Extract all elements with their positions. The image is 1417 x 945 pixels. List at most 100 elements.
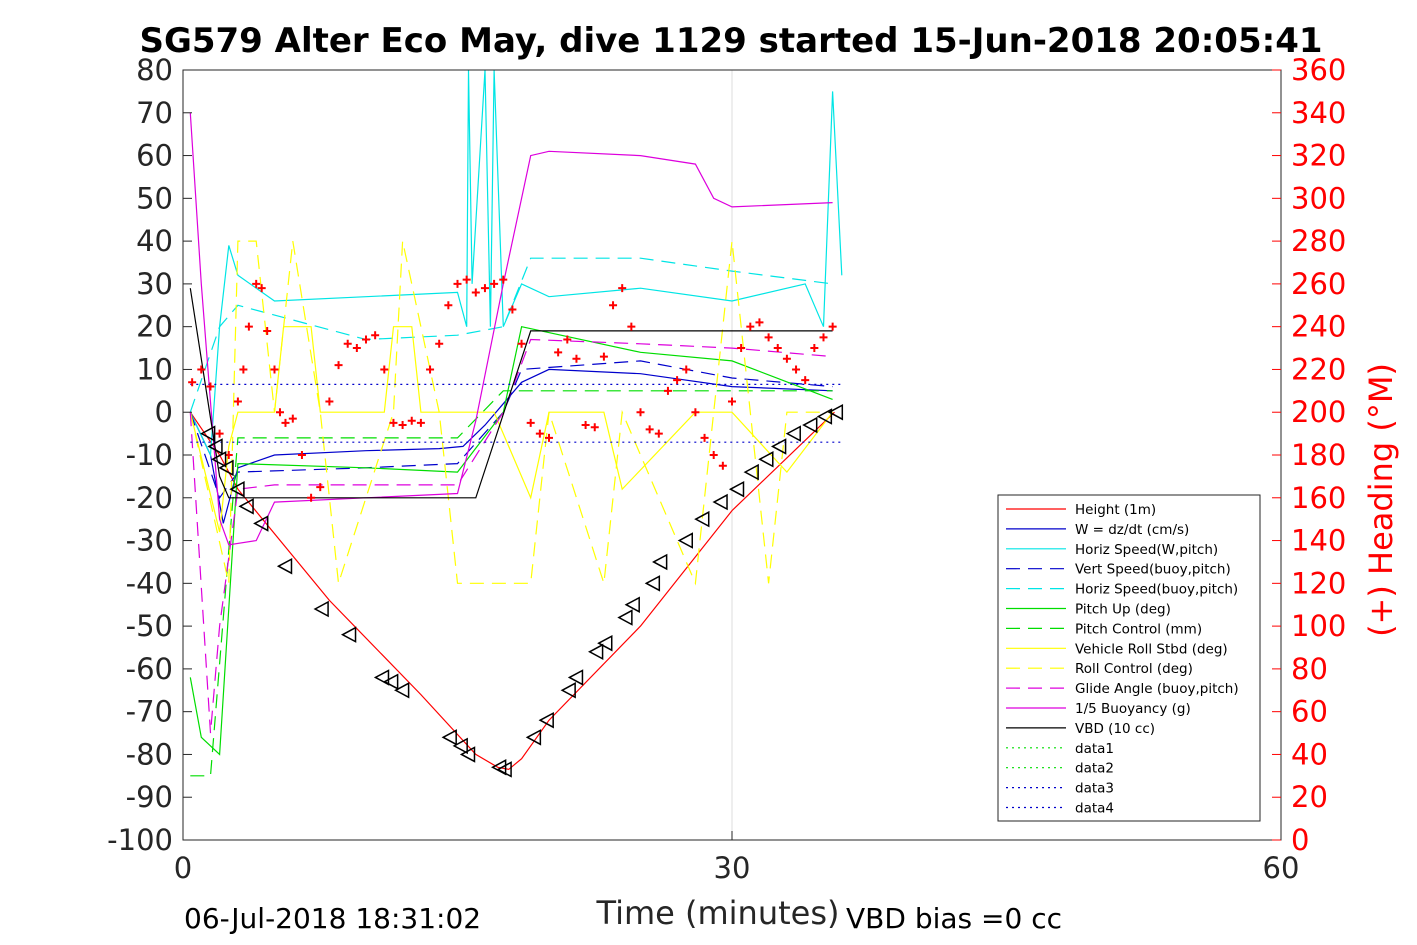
- heading-point: [499, 275, 508, 284]
- y-tick-label: -10: [126, 438, 173, 472]
- y-tick-label: 30: [136, 267, 173, 301]
- heading-point: [728, 397, 736, 406]
- sample-triangle: [816, 408, 833, 425]
- right-tick-label: 360: [1291, 53, 1346, 87]
- heading-point: [471, 288, 480, 297]
- series-line-11: [189, 288, 833, 499]
- heading-point: [590, 423, 599, 432]
- sample-triangle: [624, 596, 640, 613]
- right-tick-label: 40: [1291, 737, 1328, 771]
- sample-triangle: [276, 557, 293, 575]
- heading-point: [581, 421, 590, 430]
- heading-point: [654, 429, 663, 438]
- heading-point: [645, 425, 654, 434]
- legend-label: data4: [1075, 801, 1114, 817]
- sample-triangle: [560, 682, 576, 699]
- heading-point: [380, 365, 389, 374]
- heading-point: [810, 344, 819, 353]
- series-line-7: [189, 326, 834, 533]
- sample-triangle: [441, 729, 457, 746]
- legend-label: 1/5 Buoyancy (g): [1075, 701, 1191, 717]
- series-line-8: [189, 240, 833, 586]
- heading-point: [233, 397, 242, 406]
- heading-point: [244, 322, 253, 331]
- legend-label: Vert Speed(buoy,pitch): [1075, 562, 1231, 578]
- sample-triangle: [758, 451, 774, 468]
- heading-point: [828, 322, 837, 331]
- y-tick-label: 10: [136, 352, 173, 386]
- footer-vbd-bias: VBD bias =0 cc: [846, 902, 1062, 935]
- heading-point: [281, 418, 290, 427]
- heading-point: [517, 339, 526, 348]
- right-tick-label: 240: [1291, 310, 1346, 344]
- heading-point: [352, 344, 361, 353]
- series-line-5: [189, 325, 833, 756]
- series-line-10: [189, 112, 833, 546]
- heading-point: [508, 305, 517, 314]
- sample-triangle: [383, 673, 399, 690]
- right-tick-label: 300: [1291, 181, 1346, 215]
- series-line-4: [189, 257, 833, 413]
- right-tick-label: 80: [1291, 652, 1328, 686]
- heading-point: [618, 284, 627, 293]
- right-tick-label: 120: [1291, 566, 1346, 600]
- heading-point: [782, 354, 791, 363]
- sample-triangle: [743, 463, 759, 481]
- legend-label: Horiz Speed(W,pitch): [1075, 542, 1218, 558]
- y-tick-label: -50: [126, 609, 173, 643]
- sample-triangle: [538, 711, 554, 729]
- axis-ticks: 80706050403020100-10-20-30-40-50-60-70-8…: [107, 53, 1346, 885]
- heading-point: [682, 365, 691, 374]
- legend-label: VBD (10 cc): [1075, 721, 1155, 737]
- heading-point: [737, 344, 746, 353]
- sample-triangle: [587, 643, 604, 661]
- sample-triangle: [567, 669, 584, 686]
- legend-label: Horiz Speed(buoy,pitch): [1075, 582, 1238, 598]
- y-tick-label: 60: [136, 139, 173, 173]
- legend-label: Pitch Control (mm): [1075, 621, 1202, 637]
- legend-label: W = dz/dt (cm/s): [1075, 522, 1189, 538]
- heading-point: [362, 335, 370, 344]
- y-tick-label: -60: [126, 652, 173, 686]
- x-tick-label: 30: [714, 851, 751, 885]
- sample-triangle: [459, 746, 476, 763]
- right-tick-label: 340: [1291, 96, 1346, 130]
- sample-triangle: [597, 634, 613, 652]
- heading-point: [263, 326, 272, 335]
- plot-series-layer: [188, 70, 844, 778]
- sample-triangle: [652, 553, 668, 571]
- y-tick-label: 0: [155, 395, 173, 429]
- sample-triangle: [677, 532, 693, 549]
- y-tick-label: -30: [126, 524, 173, 558]
- right-tick-label: 60: [1291, 695, 1328, 729]
- heading-point: [435, 339, 444, 348]
- heading-point: [755, 318, 764, 327]
- heading-point: [773, 344, 782, 353]
- heading-point: [819, 333, 828, 342]
- right-tick-label: 200: [1291, 395, 1346, 429]
- heading-point: [275, 408, 284, 417]
- y-tick-label: 40: [136, 224, 173, 258]
- sample-triangle: [313, 600, 329, 618]
- heading-point: [297, 451, 306, 459]
- heading-point: [325, 397, 334, 406]
- right-axis-label: (+) Heading (°M): [1362, 363, 1400, 637]
- heading-point: [252, 279, 261, 288]
- right-tick-label: 280: [1291, 224, 1346, 258]
- heading-point: [206, 382, 215, 391]
- heading-point: [416, 418, 425, 427]
- heading-point: [343, 339, 352, 348]
- legend-label: Height (1m): [1075, 502, 1156, 518]
- legend-label: Glide Angle (buoy,pitch): [1075, 681, 1239, 697]
- y-tick-label: -100: [107, 823, 173, 857]
- y-tick-label: -90: [126, 780, 173, 814]
- heading-point: [307, 493, 316, 502]
- heading-point: [535, 429, 544, 438]
- heading-point: [188, 378, 197, 387]
- heading-point: [453, 279, 462, 288]
- sample-triangle: [827, 403, 844, 421]
- right-tick-label: 0: [1291, 823, 1309, 857]
- series-line-0: [189, 411, 835, 771]
- legend: Height (1m) W = dz/dt (cm/s) Horiz Speed(W…: [997, 494, 1261, 822]
